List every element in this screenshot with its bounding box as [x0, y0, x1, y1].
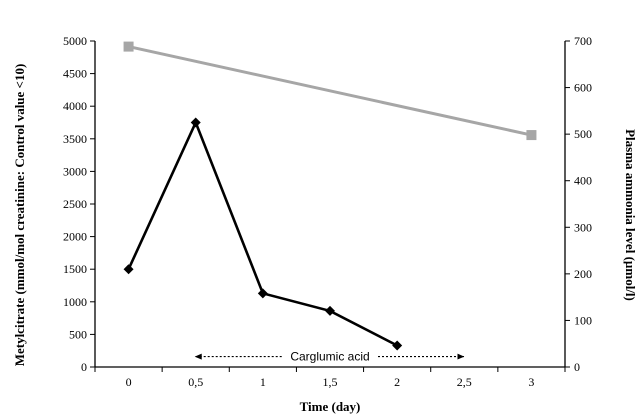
y-left-tick-label: 3000 [63, 164, 87, 178]
x-tick-label: 0 [126, 375, 132, 389]
series-2-point [123, 41, 134, 52]
y-right-tick-label: 200 [574, 267, 592, 281]
series-1-point [190, 117, 201, 128]
series-1-point [123, 264, 134, 275]
y-left-tick-label: 4500 [63, 67, 87, 81]
x-tick-label: 3 [528, 375, 534, 389]
y-right-tick-label: 700 [574, 34, 592, 48]
x-tick-label: 1 [260, 375, 266, 389]
axes: 0500100015002000250030003500400045005000… [63, 34, 592, 389]
y-right-tick-label: 600 [574, 81, 592, 95]
y-left-tick-label: 2500 [63, 197, 87, 211]
series-2-point [526, 130, 537, 141]
y-left-tick-label: 1500 [63, 262, 87, 276]
y-right-tick-label: 300 [574, 220, 592, 234]
y-axis-right-title: Plasma ammonia level (µmol/l) [623, 129, 638, 301]
series-layer [123, 41, 537, 351]
series-1-point [325, 305, 335, 316]
y-left-tick-label: 0 [81, 360, 87, 374]
series-2-line [128, 45, 532, 137]
y-left-tick-label: 5000 [63, 34, 87, 48]
y-left-tick-label: 2000 [63, 230, 87, 244]
annotation-label: Carglumic acid [290, 350, 369, 364]
x-tick-label: 1,5 [323, 375, 338, 389]
y-right-tick-label: 100 [574, 313, 592, 327]
y-left-tick-label: 3500 [63, 132, 87, 146]
y-right-tick-label: 500 [574, 127, 592, 141]
y-left-tick-label: 500 [69, 327, 87, 341]
x-tick-label: 0,5 [188, 375, 203, 389]
y-right-tick-label: 400 [574, 174, 592, 188]
x-axis-title: Time (day) [300, 399, 361, 414]
series-1-line [127, 119, 398, 347]
y-axis-left-title: Metylcitrate (mmol/mol creatinine: Contr… [12, 64, 27, 367]
series-1-point [392, 340, 403, 351]
y-right-tick-label: 0 [574, 360, 580, 374]
y-left-tick-label: 4000 [63, 99, 87, 113]
y-left-tick-label: 1000 [63, 295, 87, 309]
annotation-layer: Carglumic acid [194, 350, 465, 364]
x-tick-label: 2 [394, 375, 400, 389]
x-tick-label: 2,5 [457, 375, 472, 389]
series-1-point [257, 288, 268, 299]
